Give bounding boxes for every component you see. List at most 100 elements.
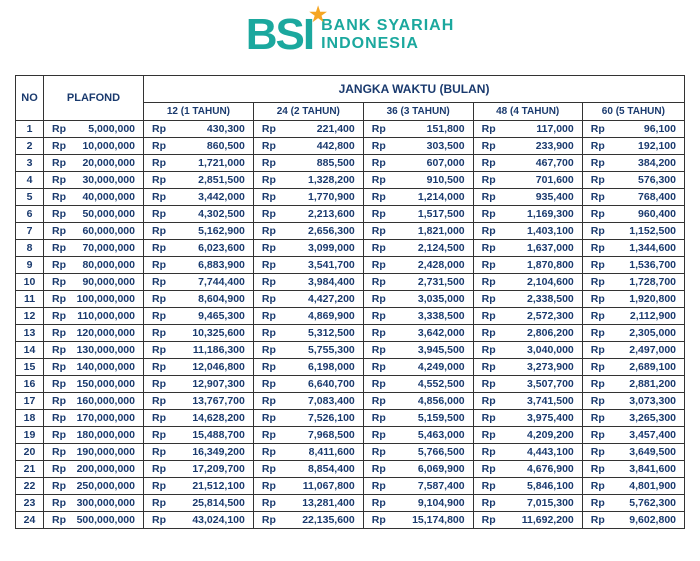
cell-plafond: Rp70,000,000 [44, 240, 144, 257]
cell-value: Rp2,104,600 [473, 274, 582, 291]
cell-value: Rp12,046,800 [144, 359, 254, 376]
cell-value: Rp430,300 [144, 121, 254, 138]
logo-line1: BANK SYARIAH [321, 17, 454, 34]
cell-value: Rp6,883,900 [144, 257, 254, 274]
cell-value: Rp11,186,300 [144, 342, 254, 359]
cell-value: Rp5,762,300 [582, 495, 684, 512]
cell-plafond: Rp40,000,000 [44, 189, 144, 206]
cell-value: Rp576,300 [582, 172, 684, 189]
cell-no: 12 [16, 308, 44, 325]
cell-value: Rp910,500 [363, 172, 473, 189]
cell-value: Rp1,637,000 [473, 240, 582, 257]
cell-value: Rp4,801,900 [582, 478, 684, 495]
cell-value: Rp5,846,100 [473, 478, 582, 495]
cell-value: Rp3,457,400 [582, 427, 684, 444]
cell-value: Rp6,198,000 [253, 359, 363, 376]
cell-value: Rp2,124,500 [363, 240, 473, 257]
cell-plafond: Rp300,000,000 [44, 495, 144, 512]
cell-value: Rp6,069,900 [363, 461, 473, 478]
cell-value: Rp11,067,800 [253, 478, 363, 495]
logo-abbr: BSI ★ [246, 10, 313, 60]
cell-no: 4 [16, 172, 44, 189]
cell-value: Rp9,465,300 [144, 308, 254, 325]
cell-plafond: Rp150,000,000 [44, 376, 144, 393]
cell-value: Rp6,023,600 [144, 240, 254, 257]
logo-abbr-text: BSI [246, 10, 313, 59]
table-row: 22Rp250,000,000Rp21,512,100Rp11,067,800R… [16, 478, 685, 495]
cell-plafond: Rp100,000,000 [44, 291, 144, 308]
cell-plafond: Rp10,000,000 [44, 138, 144, 155]
cell-value: Rp2,213,600 [253, 206, 363, 223]
cell-value: Rp3,035,000 [363, 291, 473, 308]
cell-value: Rp4,869,900 [253, 308, 363, 325]
table-row: 3Rp20,000,000Rp1,721,000Rp885,500Rp607,0… [16, 155, 685, 172]
cell-no: 5 [16, 189, 44, 206]
cell-value: Rp4,856,000 [363, 393, 473, 410]
cell-no: 10 [16, 274, 44, 291]
cell-plafond: Rp110,000,000 [44, 308, 144, 325]
cell-no: 20 [16, 444, 44, 461]
cell-value: Rp3,541,700 [253, 257, 363, 274]
cell-value: Rp442,800 [253, 138, 363, 155]
cell-plafond: Rp120,000,000 [44, 325, 144, 342]
cell-no: 22 [16, 478, 44, 495]
cell-no: 19 [16, 427, 44, 444]
cell-value: Rp3,507,700 [473, 376, 582, 393]
cell-value: Rp1,403,100 [473, 223, 582, 240]
table-row: 18Rp170,000,000Rp14,628,200Rp7,526,100Rp… [16, 410, 685, 427]
cell-value: Rp1,169,300 [473, 206, 582, 223]
cell-value: Rp3,841,600 [582, 461, 684, 478]
cell-value: Rp13,281,400 [253, 495, 363, 512]
cell-value: Rp3,265,300 [582, 410, 684, 427]
table-body: 1Rp5,000,000Rp430,300Rp221,400Rp151,800R… [16, 121, 685, 529]
cell-no: 23 [16, 495, 44, 512]
table-row: 19Rp180,000,000Rp15,488,700Rp7,968,500Rp… [16, 427, 685, 444]
cell-plafond: Rp190,000,000 [44, 444, 144, 461]
cell-no: 7 [16, 223, 44, 240]
cell-value: Rp22,135,600 [253, 512, 363, 529]
cell-value: Rp1,770,900 [253, 189, 363, 206]
cell-value: Rp303,500 [363, 138, 473, 155]
cell-value: Rp5,755,300 [253, 342, 363, 359]
cell-value: Rp3,273,900 [473, 359, 582, 376]
cell-no: 18 [16, 410, 44, 427]
cell-value: Rp3,442,000 [144, 189, 254, 206]
cell-value: Rp2,731,500 [363, 274, 473, 291]
logo-area: BSI ★ BANK SYARIAH INDONESIA [15, 10, 685, 60]
cell-value: Rp43,024,100 [144, 512, 254, 529]
cell-value: Rp3,338,500 [363, 308, 473, 325]
table-row: 23Rp300,000,000Rp25,814,500Rp13,281,400 R… [16, 495, 685, 512]
cell-value: Rp2,572,300 [473, 308, 582, 325]
cell-plafond: Rp60,000,000 [44, 223, 144, 240]
header-col-36: 36 (3 TAHUN) [363, 103, 473, 121]
cell-plafond: Rp20,000,000 [44, 155, 144, 172]
cell-value: Rp3,945,500 [363, 342, 473, 359]
cell-value: Rp1,920,800 [582, 291, 684, 308]
cell-value: Rp4,209,200 [473, 427, 582, 444]
header-plafond: PLAFOND [44, 76, 144, 121]
cell-value: Rp117,000 [473, 121, 582, 138]
cell-value: Rp8,411,600 [253, 444, 363, 461]
cell-value: Rp8,604,900 [144, 291, 254, 308]
cell-plafond: Rp200,000,000 [44, 461, 144, 478]
cell-value: Rp13,767,700 [144, 393, 254, 410]
cell-no: 15 [16, 359, 44, 376]
cell-value: Rp607,000 [363, 155, 473, 172]
cell-value: Rp3,642,000 [363, 325, 473, 342]
table-row: 7Rp60,000,000Rp5,162,900Rp2,656,300Rp1,8… [16, 223, 685, 240]
cell-no: 1 [16, 121, 44, 138]
table-row: 12Rp110,000,000Rp9,465,300Rp4,869,900Rp3… [16, 308, 685, 325]
cell-value: Rp14,628,200 [144, 410, 254, 427]
cell-value: Rp25,814,500 [144, 495, 254, 512]
star-icon: ★ [309, 2, 325, 27]
cell-value: Rp3,649,500 [582, 444, 684, 461]
cell-value: Rp3,040,000 [473, 342, 582, 359]
cell-value: Rp860,500 [144, 138, 254, 155]
cell-value: Rp1,152,500 [582, 223, 684, 240]
cell-value: Rp7,083,400 [253, 393, 363, 410]
cell-value: Rp2,428,000 [363, 257, 473, 274]
header-col-60: 60 (5 TAHUN) [582, 103, 684, 121]
cell-value: Rp7,587,400 [363, 478, 473, 495]
cell-value: Rp2,689,100 [582, 359, 684, 376]
cell-value: Rp768,400 [582, 189, 684, 206]
